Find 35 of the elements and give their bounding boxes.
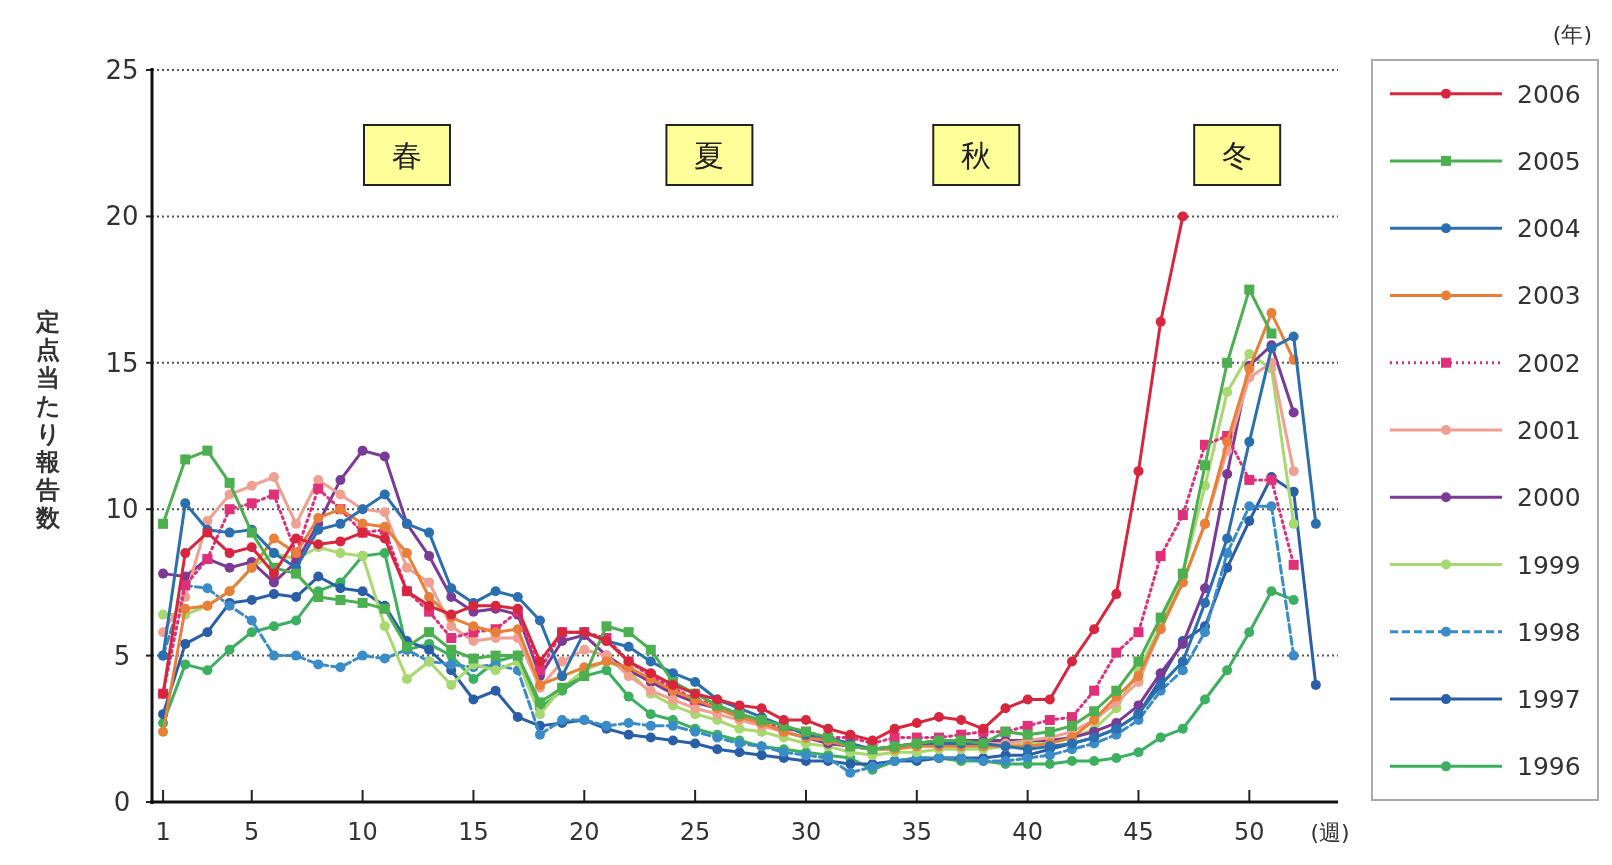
x-tick-label: 50: [1234, 818, 1265, 846]
y-tick-label: 25: [105, 55, 139, 85]
y-tick-label: 15: [105, 347, 139, 378]
x-tick-label: 30: [790, 818, 822, 846]
x-tick-label: 20: [569, 818, 600, 846]
y-tick-label: 5: [113, 640, 131, 671]
annotation: 冬: [1222, 138, 1253, 173]
y-tick-label: 0: [113, 787, 131, 817]
legend-label: 1996: [1517, 752, 1581, 782]
y-tick-label: 20: [105, 201, 139, 232]
legend-label: 1998: [1517, 617, 1581, 647]
x-tick-label: 15: [458, 818, 489, 846]
annotation: 夏: [694, 138, 725, 173]
y-tick-label: 10: [105, 494, 139, 525]
x-tick-label: 1: [155, 818, 171, 846]
legend-label: 2000: [1517, 483, 1581, 513]
legend-label: 2004: [1517, 214, 1581, 244]
x-tick-label: 35: [901, 818, 933, 846]
annotation: 春: [391, 138, 422, 173]
legend-label: 2006: [1517, 79, 1581, 109]
legend-title: (年): [1552, 22, 1592, 47]
legend-label: 1997: [1517, 685, 1581, 715]
annotation: 秋: [961, 138, 992, 173]
x-tick-label: 45: [1123, 818, 1154, 846]
x-tick-label: 5: [244, 818, 260, 846]
x-axis-title: (週): [1310, 820, 1350, 845]
y-axis-title: 定点当たり報告数: [35, 308, 61, 532]
x-tick-label: 25: [679, 818, 711, 846]
legend-label: 2005: [1517, 146, 1581, 176]
legend-label: 2001: [1517, 416, 1581, 445]
legend-label: 2003: [1517, 281, 1581, 311]
legend-label: 2002: [1517, 348, 1581, 378]
x-tick-label: 40: [1012, 818, 1043, 846]
legend-label: 1999: [1517, 550, 1581, 580]
x-tick-label: 10: [347, 818, 378, 846]
